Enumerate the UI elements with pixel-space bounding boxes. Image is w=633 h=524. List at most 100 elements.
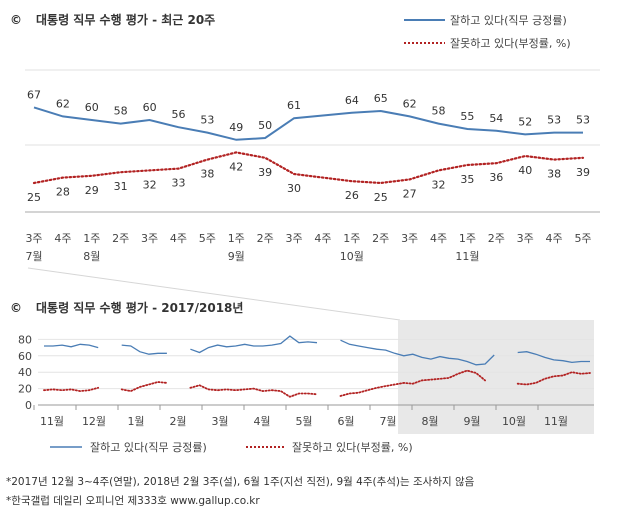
disapproval-value-label: 38 [547,168,561,181]
bottom-y-tick-label: 80 [18,333,32,346]
approval-value-label: 60 [85,101,99,114]
bottom-series-group [43,335,591,398]
approval-value-label: 65 [374,92,388,105]
disapproval-value-label: 40 [518,164,532,177]
top-x-tick-label: 3주 [141,232,158,245]
bottom-chart: © 대통령 직무 수행 평가 - 2017/2018년 0 20 40 60 80 11… [10,300,594,454]
approval-value-label: 58 [114,105,128,118]
footnote-survey-gaps: *2017년 12월 3~4주(연말), 2018년 2월 3주(설), 6월 … [6,476,475,488]
bottom-x-tick-label: 2월 [169,415,186,428]
approval-line-segment [340,339,495,366]
approval-value-label: 53 [200,114,214,127]
disapproval-value-label: 30 [287,182,301,195]
approval-value-label: 62 [56,97,70,110]
top-title: 대통령 직무 수행 평가 - 최근 20주 [36,12,215,27]
disapproval-line-segment [120,381,168,393]
approval-value-label: 55 [460,110,474,123]
top-legend: 잘하고 있다(직무 긍정률) 잘못하고 있다(부정률, %) [404,13,571,50]
disapproval-line [32,151,585,185]
bottom-x-tick-label: 7월 [379,415,396,428]
top-value-labels: 67 62 60 58 60 56 53 49 50 61 64 65 62 58 55 54 52 53 53 25… [27,88,590,204]
top-x-tick-label: 2주 [257,232,274,245]
disapproval-value-label: 33 [171,177,185,190]
disapproval-value-label: 25 [27,191,41,204]
approval-line-segment [44,343,99,349]
bottom-x-tick-label: 9월 [463,415,480,428]
top-x-tick-label: 2주 [488,232,505,245]
disapproval-line-segment [189,384,318,398]
top-x-tick-label: 2주 [112,232,129,245]
top-x-tick-label: 3주 [25,232,42,245]
approval-value-label: 54 [489,112,503,125]
bottom-x-tick-label: 1월 [127,415,144,428]
approval-value-label: 64 [345,94,359,107]
approval-value-label: 49 [229,121,243,134]
disapproval-value-label: 32 [432,178,446,191]
legend-label-disapproval: 잘못하고 있다(부정률, %) [450,36,571,50]
bottom-legend: 잘하고 있다(직무 긍정률) 잘못하고 있다(부정률, %) [50,440,413,454]
approval-value-label: 62 [403,97,417,110]
disapproval-value-label: 32 [143,178,157,191]
legend-label-approval: 잘하고 있다(직무 긍정률) [450,13,567,27]
disapproval-value-label: 36 [489,171,503,184]
bottom-x-tick-label: 11월 [544,415,568,428]
top-x-tick-label: 9월 [228,250,245,263]
disapproval-value-label: 38 [200,168,214,181]
disapproval-value-label: 27 [403,187,417,200]
top-x-tick-label: 5주 [199,232,216,245]
approval-value-label: 61 [287,99,301,112]
bottom-y-tick-label: 60 [18,350,32,363]
legend-label-disapproval: 잘못하고 있다(부정률, %) [292,440,413,454]
disapproval-line-segment [339,369,487,397]
top-x-tick-label: 10월 [340,250,364,263]
top-x-tick-label: 1주 [228,232,245,245]
top-chart: © 대통령 직무 수행 평가 - 최근 20주 잘하고 있다(직무 긍정률) 잘… [10,12,600,263]
top-x-tick-label: 4주 [430,232,447,245]
approval-value-label: 50 [258,119,272,132]
disapproval-value-label: 35 [460,173,474,186]
top-x-tick-label: 4주 [54,232,71,245]
top-series-group [32,106,585,185]
approval-line-segment [190,335,318,354]
bottom-x-tick-label: 6월 [337,415,354,428]
top-x-tick-label: 11월 [455,250,479,263]
approval-value-label: 53 [547,114,561,127]
footnote-source: *한국갤럽 데일리 오피니언 제333호 www.gallup.co.kr [6,495,260,507]
bottom-x-tick-label: 5월 [295,415,312,428]
disapproval-value-label: 39 [258,166,272,179]
top-x-tick-label: 5주 [574,232,591,245]
top-x-tick-label: 3주 [285,232,302,245]
disapproval-value-label: 39 [576,166,590,179]
top-title-marker: © [10,13,22,27]
legend-label-approval: 잘하고 있다(직무 긍정률) [90,440,207,454]
approval-value-label: 58 [432,105,446,118]
top-x-tick-label: 3주 [517,232,534,245]
disapproval-value-label: 31 [114,180,128,193]
bottom-x-tick-label: 8월 [421,415,438,428]
bottom-grid: 0 20 40 60 80 [18,333,594,412]
approval-value-label: 67 [27,88,41,101]
disapproval-value-label: 29 [85,184,99,197]
disapproval-line-segment [43,386,100,393]
disapproval-value-label: 25 [374,191,388,204]
zoom-connector [27,267,401,321]
disapproval-value-label: 28 [56,186,70,199]
top-x-tick-labels: 3주 7월 4주 1주 8월 2주 3주 4주 5주 1주 9월 2주 3주 4주 1주 10월 2주 3주 4주 1… [25,232,591,263]
bottom-title-marker: © [10,301,22,315]
bottom-x-tick-label: 12월 [82,415,106,428]
approval-value-label: 52 [518,115,532,128]
approval-line-segment [121,344,167,355]
bottom-y-tick-label: 0 [25,399,32,412]
approval-value-label: 60 [143,101,157,114]
bottom-x-tick-label: 10월 [502,415,526,428]
approval-line [33,106,583,141]
top-x-tick-label: 7월 [25,250,42,263]
bottom-x-tick-label: 3월 [211,415,228,428]
bottom-title: 대통령 직무 수행 평가 - 2017/2018년 [36,300,243,315]
top-x-tick-label: 4주 [170,232,187,245]
bottom-x-tick-label: 4월 [253,415,270,428]
top-x-tick-label: 4주 [546,232,563,245]
bottom-x-tick-labels: 11월 12월 1월 2월 3월 4월 5월 6월 7월 8월 9월 10월 11월 [33,405,568,428]
top-x-tick-label: 1주 [343,232,360,245]
